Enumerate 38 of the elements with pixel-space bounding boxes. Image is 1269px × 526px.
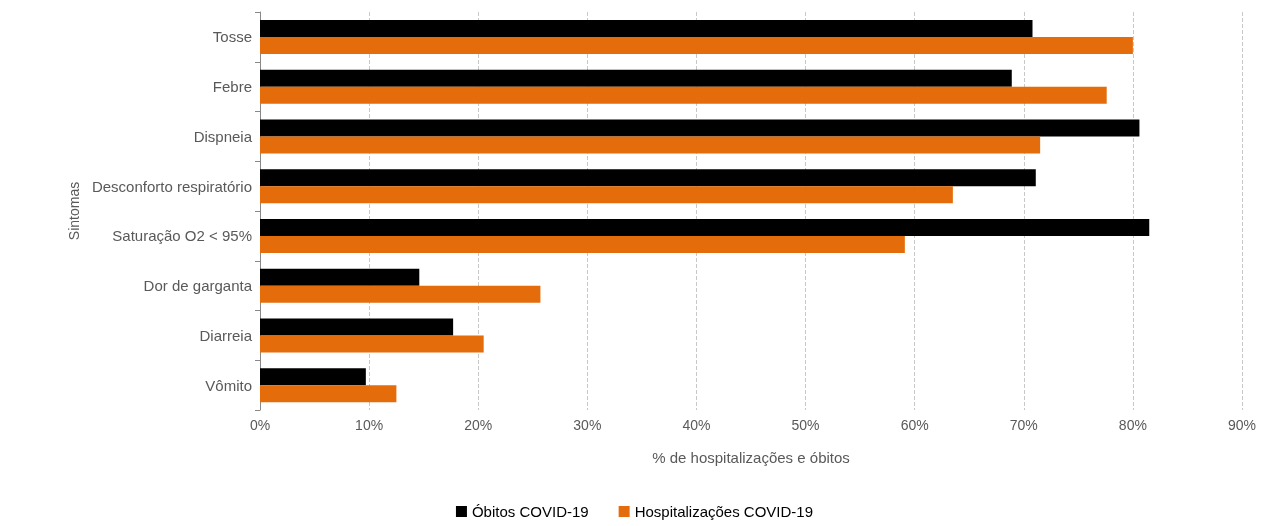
- x-tick-label: 20%: [464, 417, 493, 433]
- bar: [260, 136, 1041, 154]
- bar: [260, 119, 1140, 137]
- bar: [260, 218, 1150, 236]
- legend-label: Hospitalizações COVID-19: [634, 503, 814, 520]
- x-tick-label: 80%: [1118, 417, 1147, 433]
- x-tick-label: 50%: [791, 417, 820, 433]
- bar: [260, 285, 541, 303]
- bar: [260, 335, 484, 353]
- x-tick-label: 30%: [573, 417, 602, 433]
- y-tick-label: Saturação O2 < 95%: [112, 227, 252, 245]
- bar: [260, 368, 366, 386]
- x-tick-label: 40%: [682, 417, 711, 433]
- x-tick-label: 10%: [355, 417, 384, 433]
- y-tick-label: Tosse: [212, 28, 252, 46]
- bar: [260, 186, 953, 204]
- bar: [260, 19, 1033, 37]
- x-tick-label: 60%: [900, 417, 929, 433]
- legend-label: Óbitos COVID-19: [471, 503, 589, 520]
- y-tick-label: Desconforto respiratório: [91, 177, 252, 195]
- y-tick-label: Febre: [212, 78, 252, 96]
- bar: [260, 235, 905, 253]
- bar: [260, 385, 397, 403]
- bar: [260, 69, 1012, 87]
- bar: [260, 318, 454, 336]
- bar: [260, 268, 420, 286]
- y-tick-label: Dispneia: [193, 127, 253, 145]
- bar: [260, 36, 1133, 54]
- y-tick-label: Diarreia: [199, 326, 253, 344]
- x-tick-label: 0%: [249, 417, 271, 433]
- y-tick-label: Dor de garganta: [143, 277, 253, 295]
- x-tick-label: 70%: [1009, 417, 1038, 433]
- bar: [260, 86, 1107, 104]
- x-axis-title: % de hospitalizações e óbitos: [652, 449, 850, 466]
- bar: [260, 169, 1036, 187]
- y-tick-label: Vômito: [205, 376, 252, 394]
- x-tick-label: 90%: [1227, 417, 1257, 433]
- y-axis-title: Sintomas: [66, 181, 83, 241]
